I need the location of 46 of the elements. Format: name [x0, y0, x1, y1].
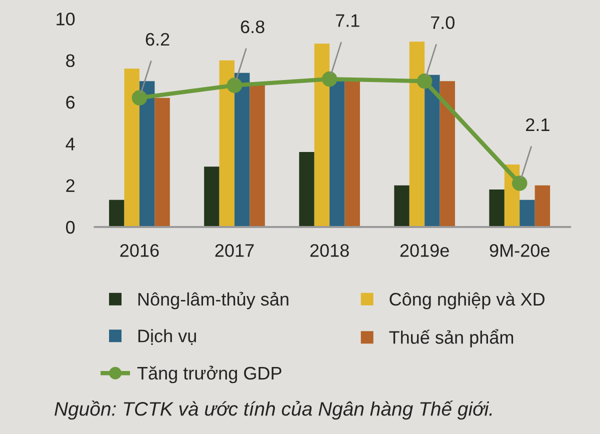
- y-tick-label: 0: [66, 220, 75, 234]
- bar: [520, 200, 535, 227]
- bar: [394, 185, 410, 227]
- bar: [109, 200, 124, 227]
- point: [416, 74, 432, 89]
- y-tick-label: 4: [66, 138, 75, 150]
- legend-label: Công nghiệp và XD: [390, 292, 545, 310]
- x-tick-label: 2018: [310, 244, 349, 257]
- legend-label: Nông-lâm-thủy sản: [138, 292, 288, 310]
- bar: [299, 152, 314, 227]
- bar: [124, 68, 140, 227]
- bar: [424, 74, 440, 227]
- bar: [250, 83, 265, 227]
- bar: [234, 72, 250, 227]
- data-label: 6.8: [240, 20, 264, 34]
- data-label: 7.1: [336, 14, 360, 27]
- x-tick-label: 2019e: [400, 244, 449, 257]
- bar: [139, 81, 155, 227]
- x-tick-label: 2016: [120, 244, 159, 257]
- bar: [314, 44, 330, 227]
- bar: [489, 189, 504, 227]
- legend-label: Thuế sản phẩm: [389, 329, 514, 348]
- legend-label: Dịch vụ: [138, 329, 196, 345]
- point: [512, 176, 528, 191]
- data-label: 2.1: [526, 118, 550, 131]
- y-tick-label: 6: [66, 96, 75, 109]
- y-tick-label: 2: [66, 179, 74, 192]
- bar: [440, 81, 455, 227]
- bar: [219, 60, 235, 227]
- bar: [344, 81, 360, 227]
- text: Nguồn: TCTK và ước tính của Ngân hàng Thế giới.: [54, 400, 492, 420]
- x-tick-label: 2017: [215, 244, 254, 257]
- legend-label: Tăng trưởng GDP: [137, 366, 282, 384]
- bar: [204, 166, 220, 227]
- bar: [330, 81, 345, 227]
- point: [132, 90, 148, 106]
- point: [226, 78, 242, 93]
- bar: [409, 42, 425, 227]
- y-tick-label: 8: [66, 54, 75, 68]
- bar: [154, 98, 170, 227]
- data-label: 7.0: [431, 16, 454, 30]
- x-tick-label: 9M-20e: [490, 244, 550, 257]
- bar: [534, 185, 550, 227]
- point: [322, 71, 338, 87]
- y-tick-label: 10: [56, 12, 75, 26]
- data-label: 6.2: [146, 32, 170, 46]
